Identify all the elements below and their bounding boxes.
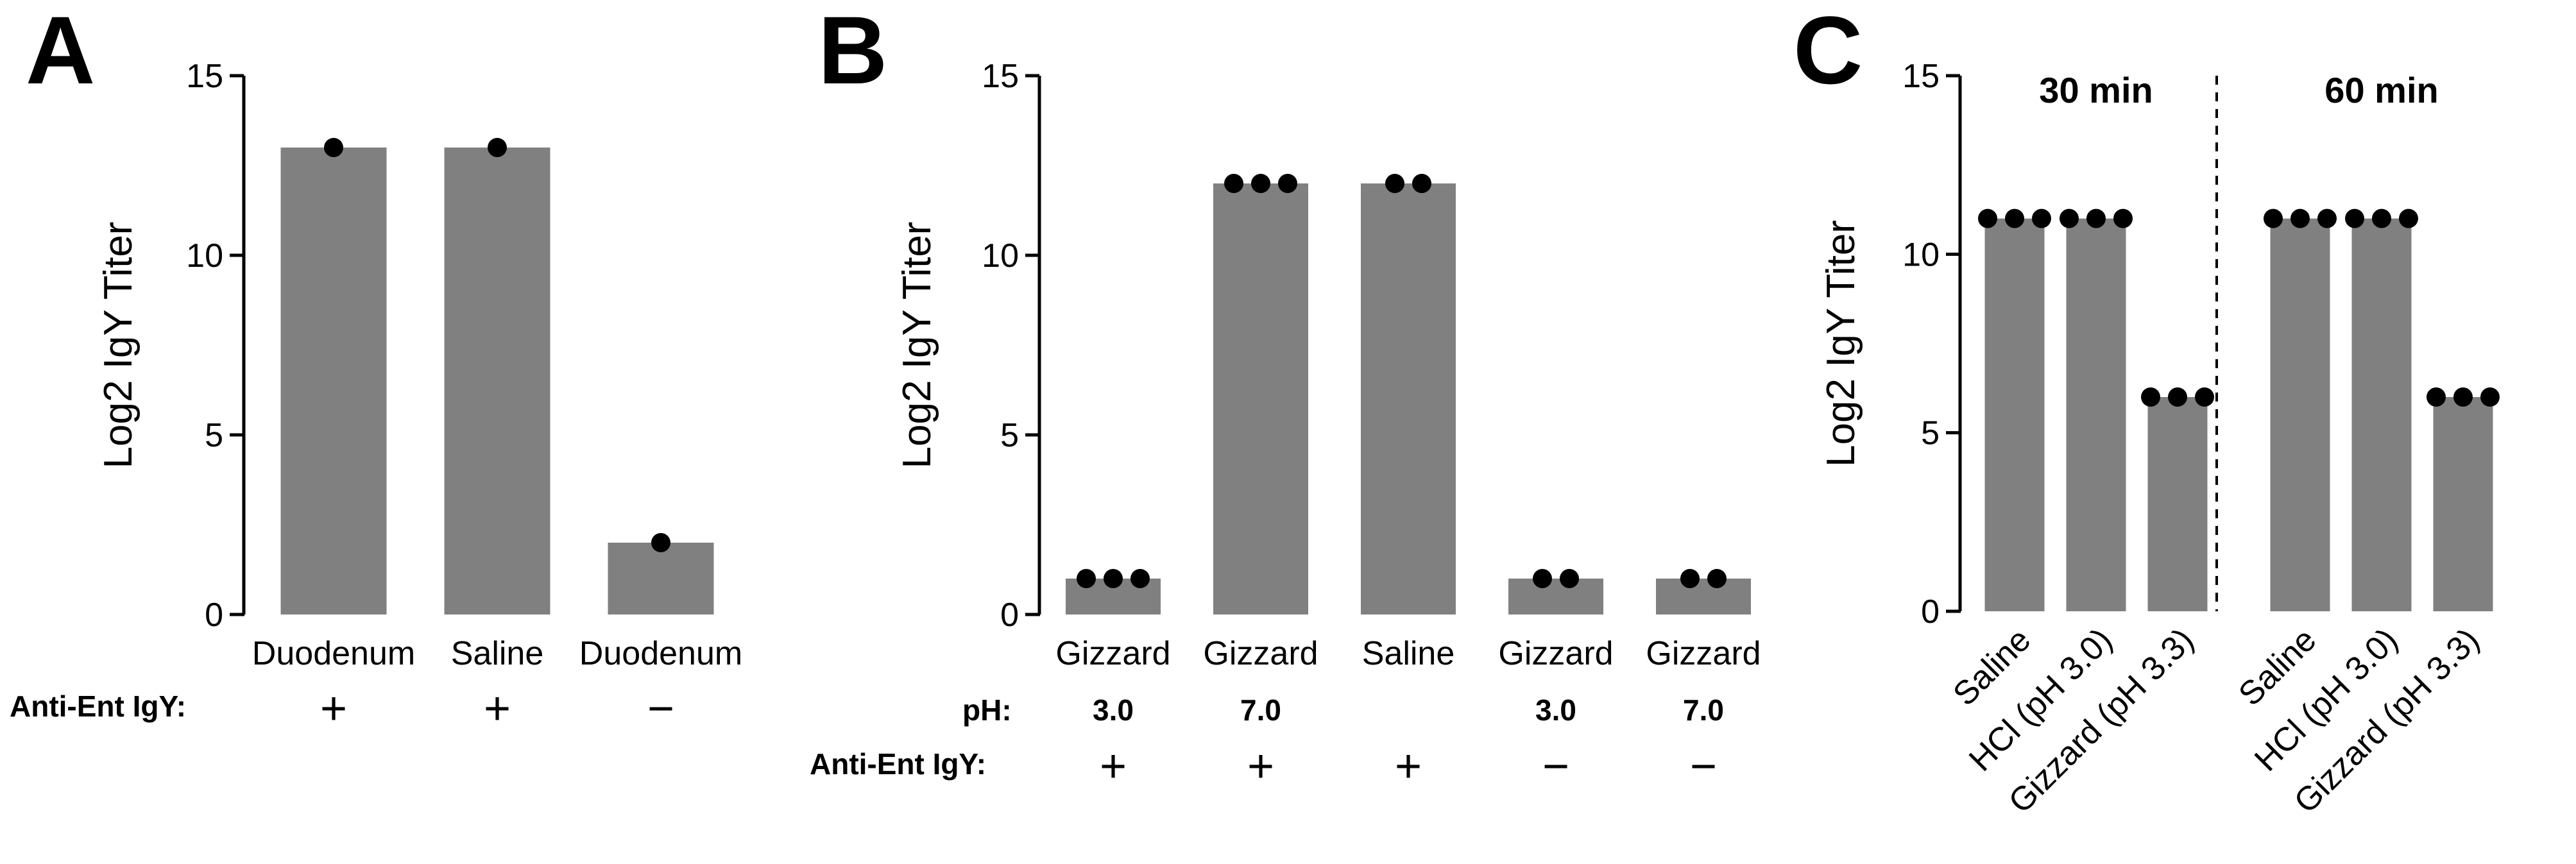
data-point bbox=[1978, 208, 1997, 228]
y-tick-label: 5 bbox=[205, 417, 223, 454]
data-point bbox=[2113, 208, 2133, 228]
y-tick-label: 0 bbox=[1921, 593, 1940, 631]
data-point bbox=[1224, 174, 1243, 193]
data-point bbox=[2032, 208, 2051, 228]
bar bbox=[1656, 579, 1751, 614]
data-point bbox=[2453, 387, 2473, 407]
bar bbox=[1508, 579, 1603, 614]
x-category-label: Gizzard bbox=[1498, 635, 1613, 672]
data-point bbox=[2060, 208, 2079, 228]
bar bbox=[2433, 397, 2493, 611]
y-tick-label: 5 bbox=[1921, 415, 1940, 452]
bar bbox=[1984, 218, 2045, 612]
bar bbox=[1361, 183, 1456, 614]
row-label: pH: bbox=[962, 693, 1012, 727]
sign-marker: − bbox=[1690, 741, 1717, 792]
data-point bbox=[1104, 569, 1123, 588]
group-label: 30 min bbox=[2039, 70, 2153, 110]
data-point bbox=[1533, 569, 1552, 588]
data-point bbox=[1077, 569, 1096, 588]
y-tick-label: 0 bbox=[1000, 597, 1019, 634]
x-category-label: Gizzard bbox=[1055, 635, 1170, 672]
panel-a: A 0 5 10 15 Log2 IgY Titer Duodenum Saline Duode… bbox=[10, 0, 742, 734]
bar bbox=[2270, 218, 2330, 612]
row-value: 7.0 bbox=[1683, 693, 1724, 727]
y-tick-label: 5 bbox=[1000, 417, 1019, 454]
panel-letter: C bbox=[1793, 0, 1863, 104]
data-point bbox=[1680, 569, 1700, 588]
row-value: 3.0 bbox=[1093, 693, 1134, 727]
y-axis-title: Log2 IgY Titer bbox=[1819, 220, 1863, 467]
sign-marker: + bbox=[320, 683, 347, 734]
data-point bbox=[2168, 387, 2187, 407]
x-category-label: Duodenum bbox=[252, 635, 415, 672]
data-point bbox=[1251, 174, 1270, 193]
data-point bbox=[2317, 208, 2337, 228]
sign-marker: + bbox=[1395, 741, 1422, 792]
sign-marker: + bbox=[1247, 741, 1274, 792]
data-point bbox=[2195, 387, 2214, 407]
y-tick-label: 15 bbox=[1902, 58, 1940, 95]
row-label: Anti-Ent IgY: bbox=[810, 747, 986, 781]
bar bbox=[2147, 397, 2208, 611]
x-category-label: Saline bbox=[451, 635, 544, 672]
data-point bbox=[2290, 208, 2310, 228]
y-axis-title: Log2 IgY Titer bbox=[895, 222, 939, 469]
data-point bbox=[1412, 174, 1431, 193]
data-point bbox=[1707, 569, 1727, 588]
x-category-label: Saline bbox=[1362, 635, 1455, 672]
row-label: Anti-Ent IgY: bbox=[10, 690, 186, 723]
data-point bbox=[1560, 569, 1579, 588]
group-label: 60 min bbox=[2324, 70, 2438, 110]
x-category-label: Gizzard bbox=[1646, 635, 1761, 672]
data-point bbox=[2480, 387, 2500, 407]
bar bbox=[2351, 218, 2412, 612]
bar bbox=[608, 543, 714, 614]
data-point bbox=[324, 138, 343, 157]
data-point bbox=[2345, 208, 2364, 228]
y-tick-label: 10 bbox=[982, 237, 1019, 275]
bar bbox=[280, 148, 387, 614]
sign-marker: + bbox=[484, 683, 511, 734]
data-point bbox=[2141, 387, 2160, 407]
panel-letter: A bbox=[26, 0, 95, 104]
data-point bbox=[651, 533, 670, 552]
sign-marker: − bbox=[1542, 741, 1569, 792]
y-tick-label: 10 bbox=[1902, 236, 1940, 273]
data-point bbox=[2372, 208, 2391, 228]
x-category-label: Duodenum bbox=[579, 635, 742, 672]
y-tick-label: 15 bbox=[186, 58, 223, 95]
panel-b: B 0 5 10 15 Log2 IgY Titer Gizzard Gizzard Salin… bbox=[810, 0, 1761, 792]
x-category-label: Gizzard bbox=[1203, 635, 1318, 672]
sign-marker: − bbox=[647, 683, 674, 734]
data-point bbox=[488, 138, 507, 157]
bar bbox=[444, 148, 550, 614]
data-point bbox=[1278, 174, 1297, 193]
data-point bbox=[2086, 208, 2106, 228]
row-value: 3.0 bbox=[1535, 693, 1576, 727]
bar bbox=[2066, 218, 2126, 612]
sign-marker: + bbox=[1100, 741, 1127, 792]
panel-letter: B bbox=[818, 0, 887, 104]
data-point bbox=[2427, 387, 2446, 407]
bar bbox=[1213, 183, 1308, 614]
data-point bbox=[2399, 208, 2418, 228]
y-tick-label: 0 bbox=[205, 597, 223, 634]
y-tick-label: 10 bbox=[186, 237, 223, 275]
row-value: 7.0 bbox=[1240, 693, 1281, 727]
y-tick-label: 15 bbox=[982, 58, 1019, 95]
y-axis-title: Log2 IgY Titer bbox=[96, 222, 141, 469]
data-point bbox=[2264, 208, 2283, 228]
data-point bbox=[2005, 208, 2024, 228]
data-point bbox=[1385, 174, 1404, 193]
data-point bbox=[1130, 569, 1150, 588]
